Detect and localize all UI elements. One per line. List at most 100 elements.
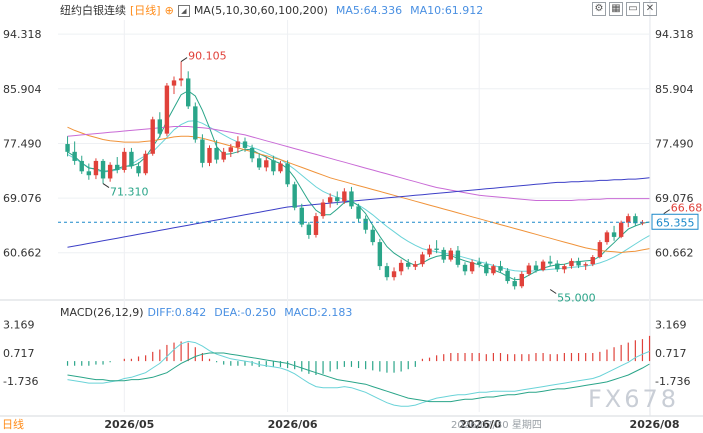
candle-body [377, 242, 383, 267]
candle-body [604, 232, 610, 243]
period-label[interactable]: [日线] [130, 4, 161, 17]
candle-body [221, 151, 226, 160]
candle-body [533, 265, 539, 271]
diff-line [67, 340, 650, 407]
candle-body [469, 262, 475, 272]
candle-body [150, 119, 155, 154]
candle-body [597, 242, 603, 258]
candle-body [129, 151, 134, 167]
macd-header: MACD(26,12,9) DIFF:0.842 DEA:-0.250 MACD:2.… [60, 306, 356, 319]
ma-line [67, 177, 650, 248]
y-tick-label-left: 94.318 [3, 28, 42, 41]
candle-body [633, 216, 638, 224]
y-tick-label-left: 69.076 [3, 192, 42, 205]
candle-body [484, 264, 489, 274]
candle-body [618, 222, 624, 237]
candle-body [207, 147, 212, 163]
minimize-icon[interactable]: ▭ [626, 2, 640, 16]
candle-body [505, 270, 510, 282]
candle-body [72, 151, 77, 161]
dea-line [67, 352, 650, 403]
candle-body [200, 139, 205, 163]
annotation-label: 71.310 [110, 186, 149, 199]
candle-body [349, 191, 354, 207]
candle-body [640, 222, 645, 224]
macd-label: MACD(26,12,9) [60, 306, 144, 319]
candle-body [406, 262, 411, 267]
candle-body [278, 163, 283, 172]
ma10-value: MA10:61.912 [410, 4, 484, 17]
y-tick-label-right: 69.076 [655, 192, 694, 205]
candle-body [555, 263, 560, 270]
ma5-value: MA5:64.336 [335, 4, 403, 17]
close-icon[interactable]: ✕ [643, 2, 657, 16]
y-tick-label-right: 60.662 [655, 247, 694, 260]
candle-body [384, 266, 390, 278]
candle-body [299, 207, 304, 225]
candle-body [427, 248, 432, 255]
macd-tick-label-right: -1.736 [655, 375, 690, 388]
candle-body [590, 257, 595, 265]
candle-body [164, 85, 170, 134]
candle-body [235, 141, 241, 148]
current-price-tag [651, 213, 699, 230]
y-tick-label-right: 85.904 [655, 83, 694, 96]
candle-body [271, 160, 276, 172]
x-tick-label: 日线 [2, 417, 24, 431]
ma-line [67, 126, 650, 254]
candle-body [356, 206, 361, 219]
candle-body [576, 260, 581, 266]
x-tick-label: 2026/08 [630, 418, 680, 431]
candle-body [462, 264, 468, 272]
y-tick-label-left: 60.662 [3, 247, 42, 260]
candle-body [171, 80, 177, 86]
settings-icon[interactable]: ⚙ [592, 2, 606, 16]
candle-body [434, 248, 439, 250]
candle-body [249, 147, 255, 159]
candle-body [491, 266, 496, 274]
candle-body [562, 266, 567, 270]
ma-settings-icon[interactable]: ◢ [177, 5, 190, 17]
candle-body [413, 264, 418, 267]
candle-body [65, 144, 70, 152]
instrument-title: 纽约白银连续 [60, 4, 126, 17]
candle-body [540, 261, 546, 271]
candle-body [398, 262, 404, 272]
candle-body [313, 216, 319, 235]
candle-body [519, 273, 524, 287]
candle-body [228, 147, 233, 152]
candle-body [122, 151, 127, 171]
candle-body [547, 261, 553, 264]
candle-body [285, 163, 290, 185]
macd-tick-label-left: 3.169 [3, 318, 35, 331]
candle-body [391, 271, 397, 278]
y-tick-label-right: 77.490 [655, 137, 694, 150]
macd-tick-label-right: 3.169 [655, 318, 687, 331]
candle-body [370, 229, 375, 243]
annotation-pointer [663, 209, 671, 215]
zoom-icon[interactable]: ⊕ [164, 4, 174, 17]
candle-body [342, 191, 347, 202]
candle-body [335, 197, 340, 202]
candle-body [143, 153, 148, 174]
candle-body [93, 160, 99, 176]
grid-icon[interactable]: ▦ [609, 2, 623, 16]
annotation-label: 66.685 [671, 202, 703, 215]
macd-tick-label-left: -1.736 [3, 375, 38, 388]
macd-tick-label-right: 0.717 [655, 347, 687, 360]
candle-body [100, 160, 106, 179]
candle-body [193, 106, 198, 140]
annotation-label: 55.000 [557, 292, 596, 305]
candle-body [292, 184, 297, 208]
candle-body [455, 250, 461, 265]
candle-body [327, 197, 333, 203]
dea-value: DEA:-0.250 [214, 306, 277, 319]
main-chart-header: 纽约白银连续 [日线] ⊕ ◢ MA(5,10,30,60,100,200) MA5:64… [60, 2, 487, 18]
diff-value: DIFF:0.842 [147, 306, 207, 319]
date-tag: 2026/07/30 星期四 [451, 420, 542, 431]
candle-body [115, 164, 120, 171]
candle-body [526, 265, 532, 274]
candle-body [569, 260, 574, 267]
annotation-pointer [180, 57, 188, 62]
